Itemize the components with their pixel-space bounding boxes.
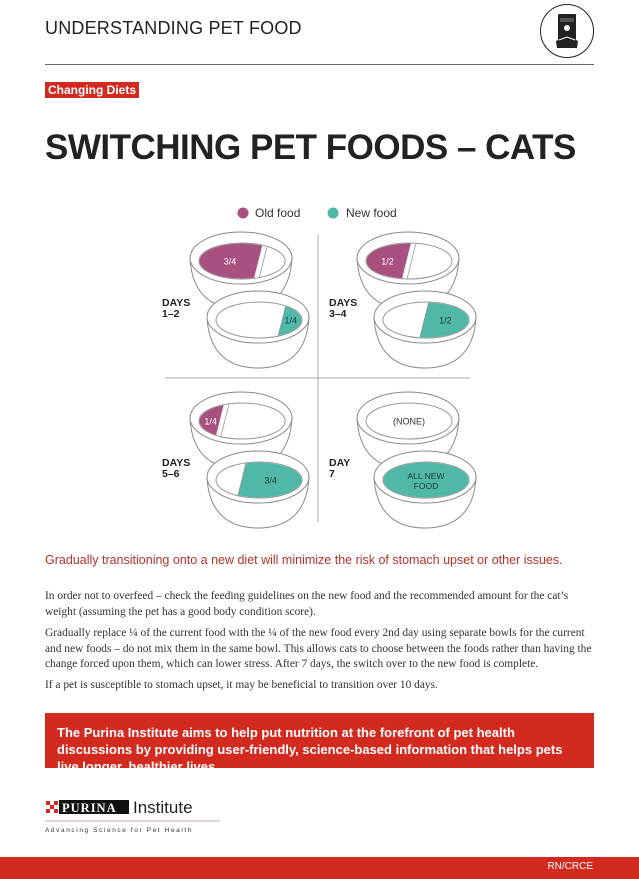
stage-label: 5–6 [162,468,180,480]
stage-label: 7 [329,468,335,480]
portion-label: FOOD [414,481,439,491]
food-portion [234,462,302,498]
svg-text:Institute: Institute [133,800,193,817]
stage-label: 1–2 [162,308,180,320]
food-portion [383,462,469,498]
stage-label: DAYS [329,297,357,309]
paragraph: Gradually replace ¼ of the current food … [45,627,592,670]
portion-label: 1/4 [204,417,217,427]
legend-old-label: Old food [255,206,300,220]
lead-text: Gradually transitioning onto a new diet … [45,553,563,567]
header-title: UNDERSTANDING PET FOOD [45,18,302,38]
portion-label: 1/4 [285,316,298,326]
stage-label: DAY [329,457,350,469]
legend-new-swatch [327,207,339,219]
stage-label: DAYS [162,297,190,309]
portion-label: 3/4 [264,476,277,486]
food-portion [416,302,469,338]
header-divider [45,64,594,65]
old-food-bowl: 1/4 [189,391,293,470]
food-portion [366,243,414,279]
new-food-bowl: 1/4 [206,290,310,369]
food-portion [199,243,266,279]
old-food-bowl: 3/4 [189,231,293,310]
stage-label: DAYS [162,457,190,469]
legend: Old food New food [237,206,397,220]
paragraph: If a pet is susceptible to stomach upset… [45,679,438,691]
new-food-bowl: 3/4 [206,450,310,529]
legend-old-swatch [237,207,249,219]
new-food-bowl: 1/2 [373,290,477,369]
section-badge: Changing Diets [45,82,140,98]
footer-bar: RN/CRCE [0,857,639,879]
svg-text:PURINA: PURINA [62,801,117,815]
paragraph: In order not to overfeed – check the fee… [45,590,569,618]
portion-label: 1/2 [439,316,452,326]
svg-text:Advancing Science for Pet Heal: Advancing Science for Pet Health [45,827,193,834]
old-food-bowl: (NONE) [356,391,460,470]
callout-box: The Purina Institute aims to help put nu… [45,713,594,774]
diet-transition-diagram: Old food New food DAYS1–23/41/4DAYS3–41/… [162,206,477,529]
pet-food-bag-icon [540,4,594,58]
portion-label: 1/2 [381,257,394,267]
stage-label: 3–4 [329,308,347,320]
purina-institute-logo: PURINA Institute Advancing Science for P… [45,798,225,841]
legend-new-label: New food [346,206,397,220]
portion-label: 3/4 [224,257,237,267]
portion-label: ALL NEW [407,471,444,481]
portion-label: (NONE) [393,417,425,427]
page-title: SWITCHING PET FOODS – CATS [45,128,576,167]
document-code: RN/CRCE [547,861,593,872]
